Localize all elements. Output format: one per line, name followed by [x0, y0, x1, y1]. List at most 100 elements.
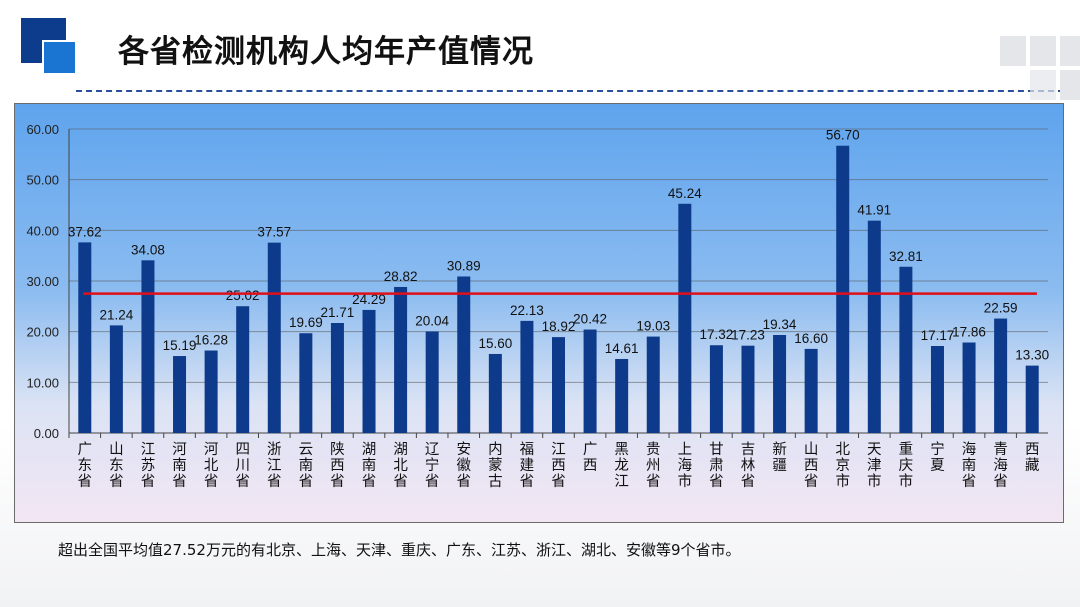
- category-label: 辽宁省: [425, 441, 440, 490]
- title-square-light: [42, 40, 77, 75]
- data-label: 22.59: [984, 301, 1018, 316]
- bar: [836, 145, 850, 433]
- category-label: 吉林省: [741, 441, 756, 490]
- data-label: 28.82: [384, 269, 418, 284]
- bar: [362, 309, 376, 433]
- y-tick-label: 40.00: [26, 223, 59, 238]
- bar: [236, 306, 250, 433]
- category-label: 河南省: [172, 441, 187, 490]
- bar: [520, 320, 534, 433]
- data-label: 14.61: [605, 341, 639, 356]
- data-label: 32.81: [889, 249, 923, 264]
- bar: [78, 242, 92, 433]
- category-label: 广西: [583, 441, 598, 474]
- category-label: 海南省: [962, 441, 977, 490]
- bar: [867, 220, 881, 433]
- data-label: 17.86: [952, 325, 986, 340]
- y-tick-label: 30.00: [26, 274, 59, 289]
- bar: [804, 348, 818, 433]
- data-label: 17.23: [731, 328, 765, 343]
- data-label: 17.17: [921, 328, 955, 343]
- bar: [1025, 365, 1039, 433]
- bar: [330, 323, 344, 433]
- category-label: 湖北省: [393, 441, 408, 490]
- bar: [141, 260, 155, 433]
- bar: [994, 318, 1008, 433]
- chart-panel: 0.00 10.00 20.00 30.00 40.00 50.00 60.00 37.62 广…: [14, 103, 1064, 523]
- category-label: 福建省: [520, 441, 535, 490]
- bar-chart: 0.00 10.00 20.00 30.00 40.00 50.00 60.00 37.62 广…: [26, 122, 1049, 490]
- bar: [267, 242, 281, 433]
- bar: [204, 350, 218, 433]
- y-tick-label: 60.00: [26, 122, 59, 137]
- data-label: 19.03: [636, 319, 670, 334]
- category-label: 天津市: [867, 442, 882, 490]
- data-label: 19.34: [763, 317, 797, 332]
- bar: [930, 346, 944, 433]
- slide-title: 各省检测机构人均年产值情况: [118, 34, 534, 70]
- category-label: 山西省: [804, 441, 819, 490]
- data-label: 13.30: [1015, 348, 1049, 363]
- category-label: 重庆市: [899, 441, 914, 490]
- data-label: 37.57: [257, 225, 291, 240]
- bar: [773, 335, 787, 433]
- bar: [425, 331, 439, 433]
- y-tick-label: 50.00: [26, 173, 59, 188]
- summary-note: 超出全国平均值27.52万元的有北京、上海、天津、重庆、广东、江苏、浙江、湖北、…: [58, 541, 741, 559]
- category-label: 江西省: [551, 441, 566, 490]
- bar: [552, 337, 565, 433]
- category-label: 四川省: [235, 442, 250, 490]
- y-tick-label: 20.00: [26, 325, 59, 340]
- data-label: 15.19: [163, 338, 197, 353]
- bar: [709, 345, 723, 433]
- data-label: 21.24: [99, 307, 133, 322]
- bar: [488, 353, 502, 433]
- bar: [394, 286, 408, 433]
- data-label: 41.91: [857, 203, 891, 218]
- data-label: 19.69: [289, 315, 323, 330]
- bar: [173, 356, 187, 433]
- category-label: 青海省: [993, 441, 1008, 490]
- category-label: 上海市: [678, 441, 693, 490]
- category-label: 云南省: [299, 442, 314, 490]
- category-label: 陕西省: [330, 441, 345, 490]
- bar: [899, 266, 913, 433]
- y-tick-label: 10.00: [26, 375, 59, 390]
- category-label: 湖南省: [362, 441, 377, 490]
- category-label: 贵州省: [646, 441, 661, 490]
- category-label: 安徽省: [457, 441, 472, 490]
- category-label: 新疆: [772, 441, 787, 474]
- data-label: 34.08: [131, 242, 165, 257]
- bar: [962, 342, 976, 433]
- category-label: 宁夏: [930, 441, 945, 474]
- data-label: 24.29: [352, 292, 386, 307]
- data-label: 21.71: [321, 305, 355, 320]
- bar: [583, 329, 597, 433]
- data-label: 37.62: [68, 224, 102, 239]
- category-label: 江苏省: [141, 441, 156, 490]
- bar: [678, 203, 692, 433]
- bar: [457, 276, 471, 433]
- data-label: 15.60: [478, 336, 512, 351]
- bar: [109, 325, 123, 433]
- data-label: 25.02: [226, 288, 260, 303]
- data-label: 17.32: [700, 327, 734, 342]
- category-label: 广东省: [78, 441, 93, 490]
- category-label: 北京市: [835, 441, 850, 490]
- bar: [299, 333, 313, 433]
- data-label: 16.60: [794, 331, 828, 346]
- decorative-blocks: [1000, 36, 1080, 136]
- data-label: 56.70: [826, 128, 860, 143]
- bar: [741, 345, 755, 433]
- data-label: 16.28: [194, 333, 228, 348]
- category-label: 浙江省: [267, 441, 282, 490]
- category-label: 内蒙古: [488, 441, 503, 490]
- data-label: 20.42: [573, 312, 607, 327]
- data-label: 18.92: [542, 319, 576, 334]
- category-label: 河北省: [204, 441, 219, 490]
- title-divider: [76, 90, 1064, 92]
- category-label: 甘肃省: [709, 441, 724, 490]
- bar: [615, 358, 629, 433]
- category-label: 黑龙江: [614, 442, 629, 490]
- category-label: 山东省: [109, 441, 124, 490]
